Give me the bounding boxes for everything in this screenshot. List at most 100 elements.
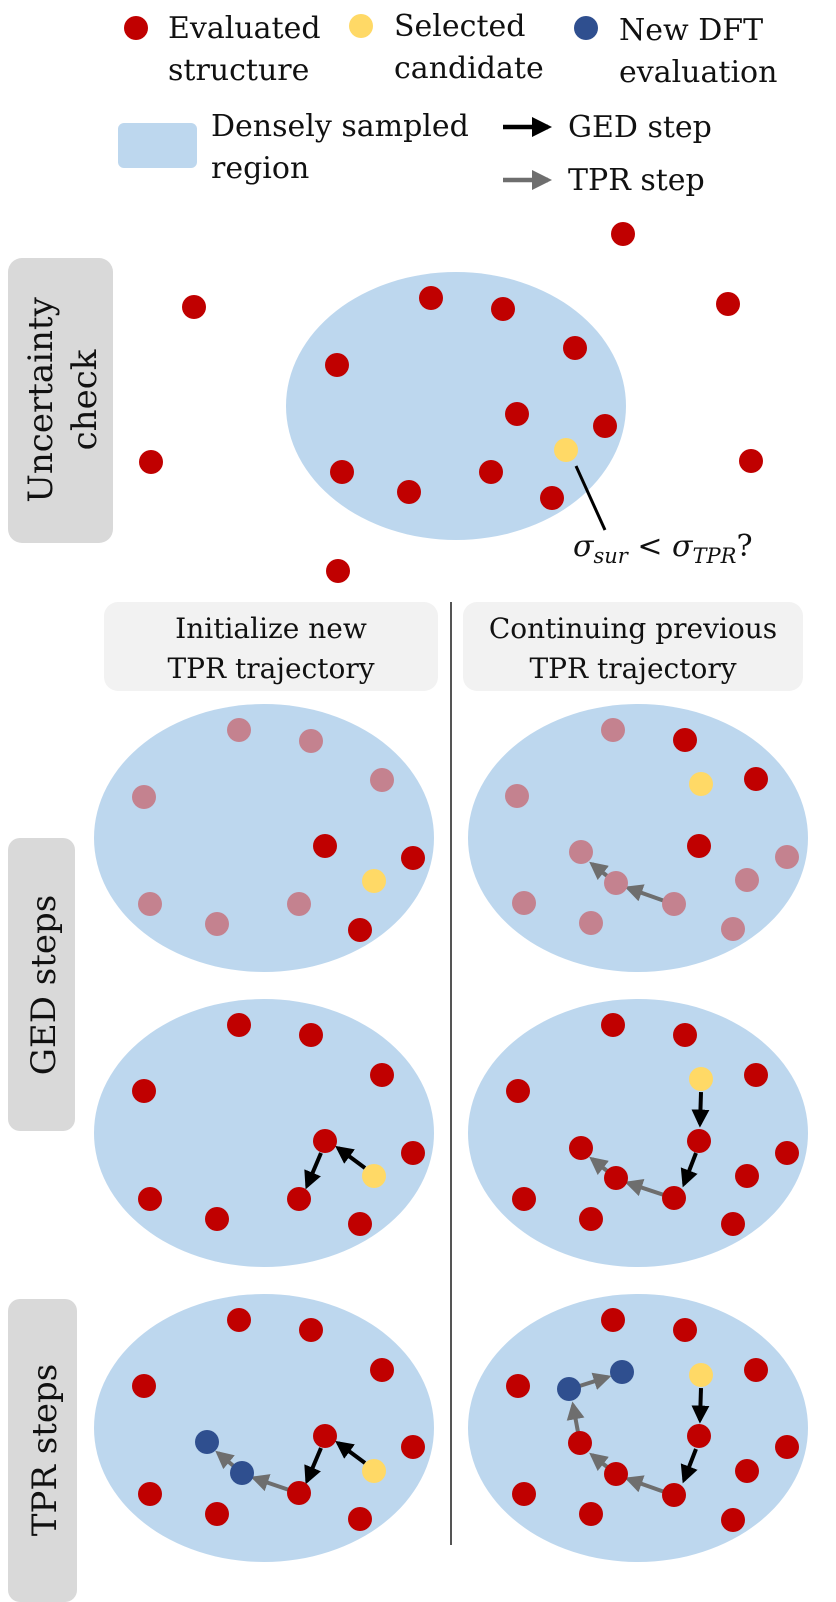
right-tpr-panel: [468, 1294, 808, 1562]
evaluated-point: [579, 1207, 603, 1231]
evaluated-point: [568, 1431, 592, 1455]
dense-region: [468, 1294, 808, 1562]
evaluated-point: [287, 1187, 311, 1211]
evaluated-point: [687, 1129, 711, 1153]
evaluated-point: [182, 295, 206, 319]
selected-candidate: [554, 438, 578, 462]
faded-point: [505, 784, 529, 808]
selected-candidate: [362, 1164, 386, 1188]
evaluated-point: [313, 834, 337, 858]
evaluated-point: [132, 1374, 156, 1398]
evaluated-point: [662, 1186, 686, 1210]
faded-point: [205, 912, 229, 936]
evaluated-point: [775, 1435, 799, 1459]
legend-selected-label: Selected candidate: [394, 9, 544, 86]
side-label-uncertainty: Uncertainty check: [8, 258, 113, 543]
side-label-uncertainty-text: Uncertainty check: [21, 296, 105, 502]
selected-candidate: [362, 869, 386, 893]
side-label-tpr: TPR steps: [8, 1299, 77, 1602]
evaluated-point: [313, 1424, 337, 1448]
condition-pointer: [574, 465, 607, 531]
evaluated-point: [419, 286, 443, 310]
faded-point: [370, 768, 394, 792]
faded-point: [287, 892, 311, 916]
selected-candidate: [689, 1363, 713, 1387]
evaluated-point: [673, 1318, 697, 1342]
dense-region: [468, 999, 808, 1267]
legend-tpr-label: TPR step: [568, 163, 705, 198]
legend-new-dft-label: New DFT evaluation: [619, 13, 777, 90]
column-header-left-text: Initialize new TPR trajectory: [167, 612, 374, 685]
evaluated-point: [735, 1164, 759, 1188]
new-dft-point: [557, 1377, 581, 1401]
faded-point: [604, 871, 628, 895]
faded-point: [132, 785, 156, 809]
column-header-right-text: Continuing previous TPR trajectory: [489, 612, 777, 685]
evaluated-point: [673, 1023, 697, 1047]
uncertainty-condition: σsur < σTPR?: [573, 529, 753, 568]
evaluated-point: [479, 460, 503, 484]
evaluated-point: [579, 1502, 603, 1526]
evaluated-point: [139, 450, 163, 474]
selected-candidate: [362, 1459, 386, 1483]
evaluated-point: [132, 1079, 156, 1103]
evaluated-point: [604, 1462, 628, 1486]
evaluated-point: [506, 1374, 530, 1398]
evaluated-point: [716, 292, 740, 316]
evaluated-point: [744, 1358, 768, 1382]
evaluated-point: [505, 402, 529, 426]
evaluated-point: [299, 1023, 323, 1047]
evaluated-point: [401, 1435, 425, 1459]
faded-point: [569, 840, 593, 864]
faded-point: [138, 892, 162, 916]
evaluated-point: [348, 1212, 372, 1236]
evaluated-point: [604, 1166, 628, 1190]
evaluated-point: [687, 834, 711, 858]
legend-evaluated-dot: [124, 16, 148, 40]
faded-point: [775, 845, 799, 869]
dense-region: [286, 272, 626, 540]
evaluated-point: [348, 918, 372, 942]
ged-arrow: [691, 1091, 710, 1128]
evaluated-point: [540, 486, 564, 510]
faded-point: [579, 911, 603, 935]
faded-point: [601, 718, 625, 742]
evaluated-point: [326, 559, 350, 583]
evaluated-point: [512, 1482, 536, 1506]
evaluated-point: [775, 1141, 799, 1165]
faded-point: [512, 891, 536, 915]
evaluated-point: [721, 1212, 745, 1236]
right-ged-panel-2: [468, 999, 808, 1267]
dense-region: [94, 1294, 434, 1562]
legend-selected-dot: [349, 14, 373, 38]
side-label-ged: GED steps: [8, 838, 75, 1131]
legend: Evaluated structure Selected candidate New…: [118, 9, 777, 198]
side-label-ged-text: GED steps: [24, 895, 64, 1076]
ged-arrow: [680, 1448, 698, 1484]
evaluated-point: [735, 1459, 759, 1483]
evaluated-point: [397, 480, 421, 504]
faded-point: [721, 917, 745, 941]
legend-new-dft-dot: [574, 16, 598, 40]
evaluated-point: [744, 767, 768, 791]
left-ged-panel-2: [94, 999, 434, 1267]
evaluated-point: [673, 728, 697, 752]
selected-candidate: [689, 1067, 713, 1091]
evaluated-point: [370, 1063, 394, 1087]
evaluated-point: [687, 1424, 711, 1448]
column-header-left: Initialize new TPR trajectory: [104, 602, 438, 691]
evaluated-point: [491, 297, 515, 321]
right-ged-panel-1: [468, 704, 808, 972]
evaluated-point: [512, 1187, 536, 1211]
new-dft-point: [230, 1461, 254, 1485]
evaluated-point: [138, 1187, 162, 1211]
evaluated-point: [205, 1502, 229, 1526]
evaluated-point: [330, 460, 354, 484]
legend-region-swatch: [118, 123, 197, 168]
evaluated-point: [370, 1358, 394, 1382]
evaluated-point: [227, 1308, 251, 1332]
dense-region: [94, 704, 434, 972]
legend-evaluated-label: Evaluated structure: [168, 11, 321, 88]
ged-arrow: [304, 1152, 323, 1190]
